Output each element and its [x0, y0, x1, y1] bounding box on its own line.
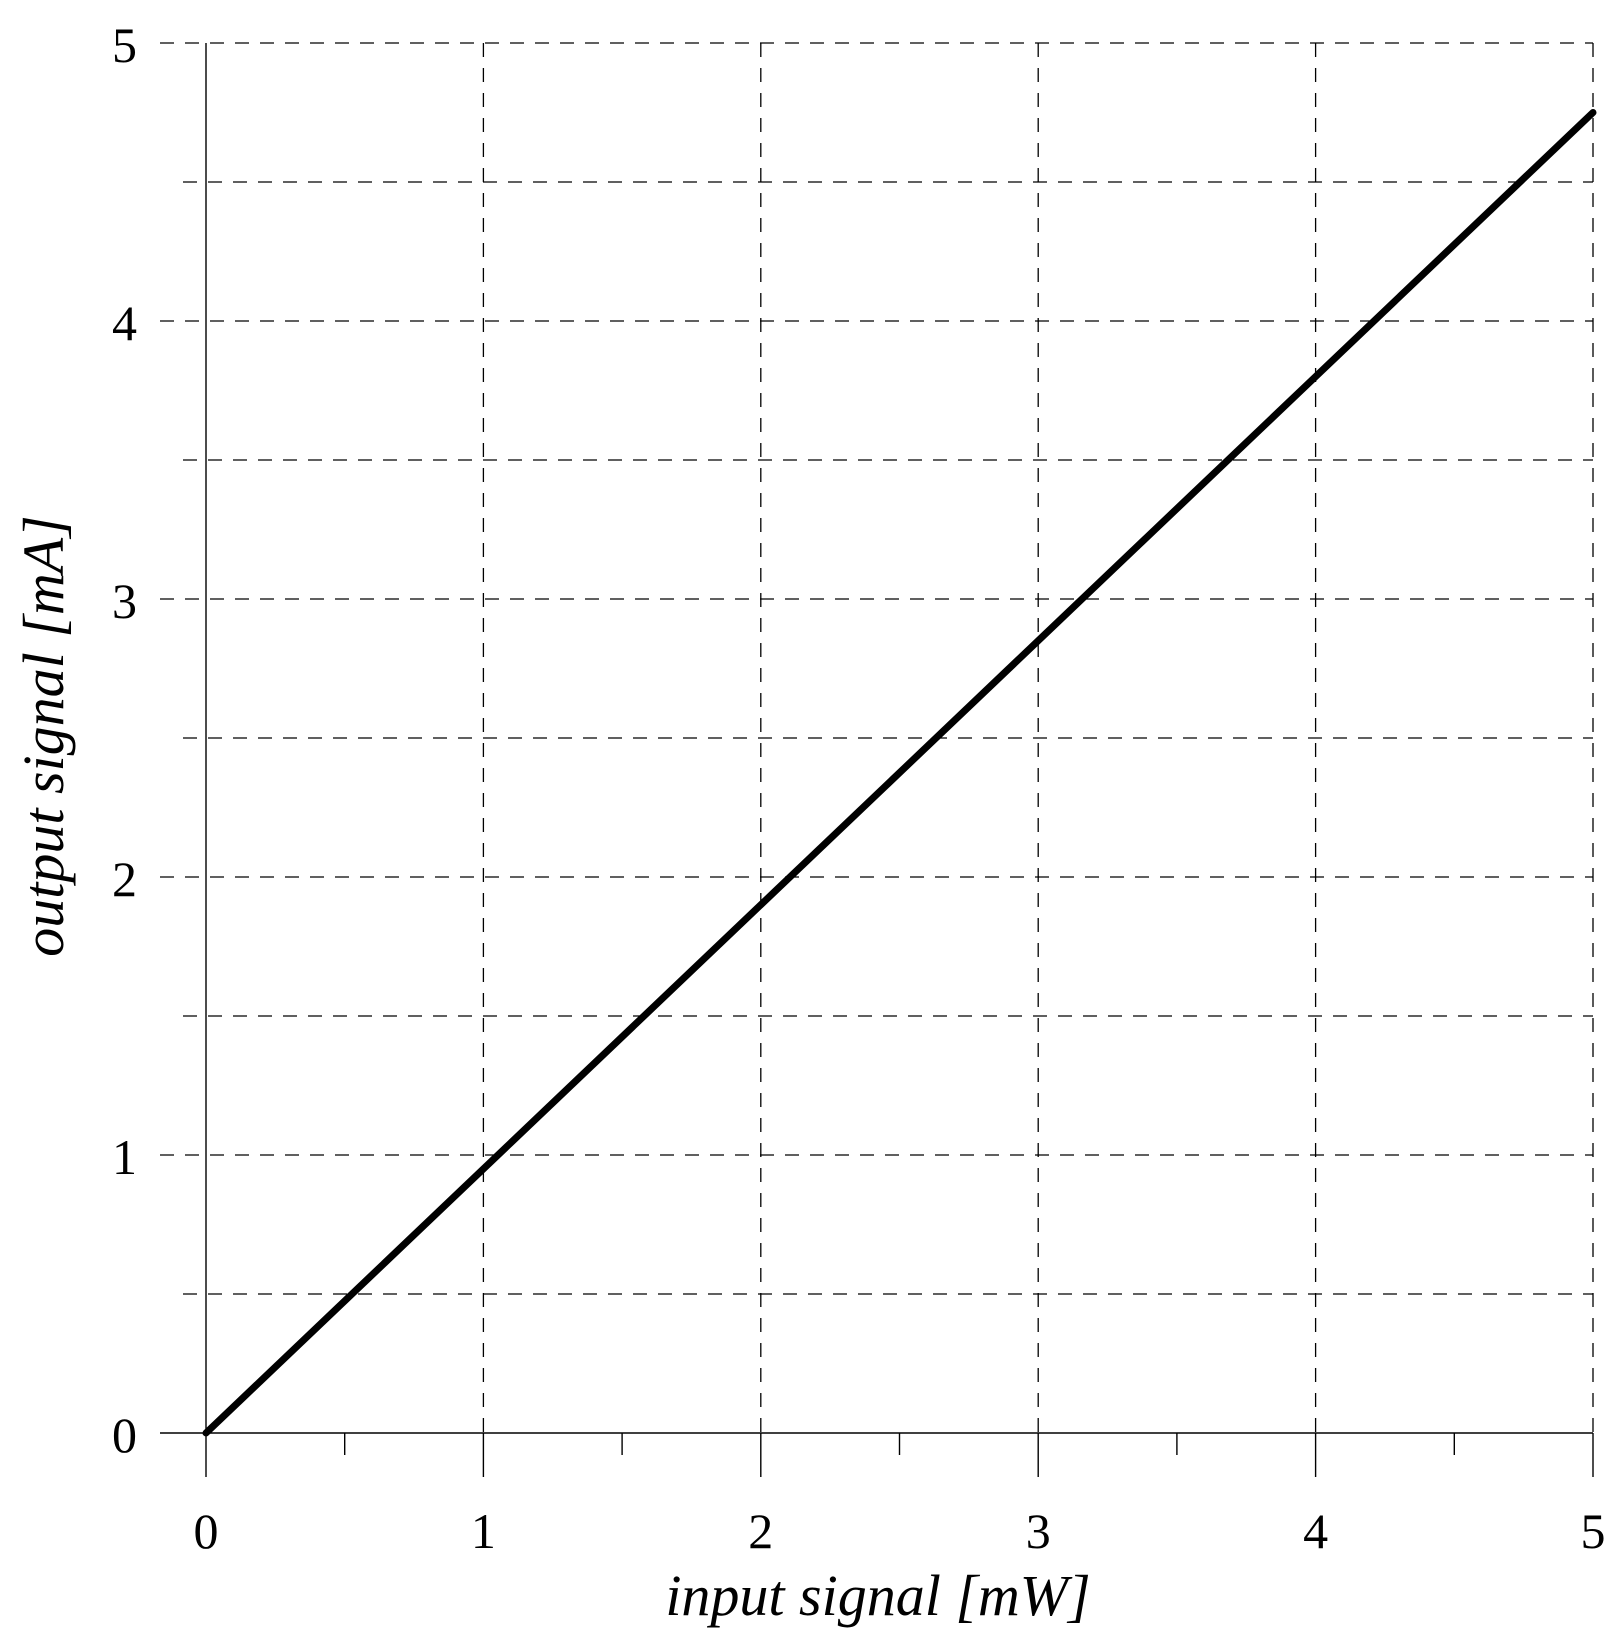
x-tick-label: 4: [1303, 1503, 1328, 1559]
y-tick-label: 4: [112, 295, 137, 351]
series: [202, 109, 1597, 1437]
y-tick-label: 0: [112, 1407, 137, 1463]
x-axis-label: input signal [mW]: [665, 1563, 1090, 1628]
y-tick-label: 1: [112, 1129, 137, 1185]
x-tick-label: 2: [748, 1503, 773, 1559]
tick-labels: 0 1 2 3 4 5 0 1 2 3 4 5: [112, 17, 1606, 1559]
x-tick-label: 0: [194, 1503, 219, 1559]
x-tick-label: 1: [471, 1503, 496, 1559]
x-tick-label: 3: [1026, 1503, 1051, 1559]
y-tick-label: 2: [112, 851, 137, 907]
grid: [160, 42, 1594, 1433]
axes: [160, 43, 1593, 1434]
y-tick-label: 5: [112, 17, 137, 73]
tick-marks: [205, 1433, 1594, 1477]
x-tick-label: 5: [1581, 1503, 1606, 1559]
series-line: [202, 109, 1597, 1437]
y-axis-label: output signal [mA]: [11, 515, 76, 957]
y-tick-label: 3: [112, 573, 137, 629]
